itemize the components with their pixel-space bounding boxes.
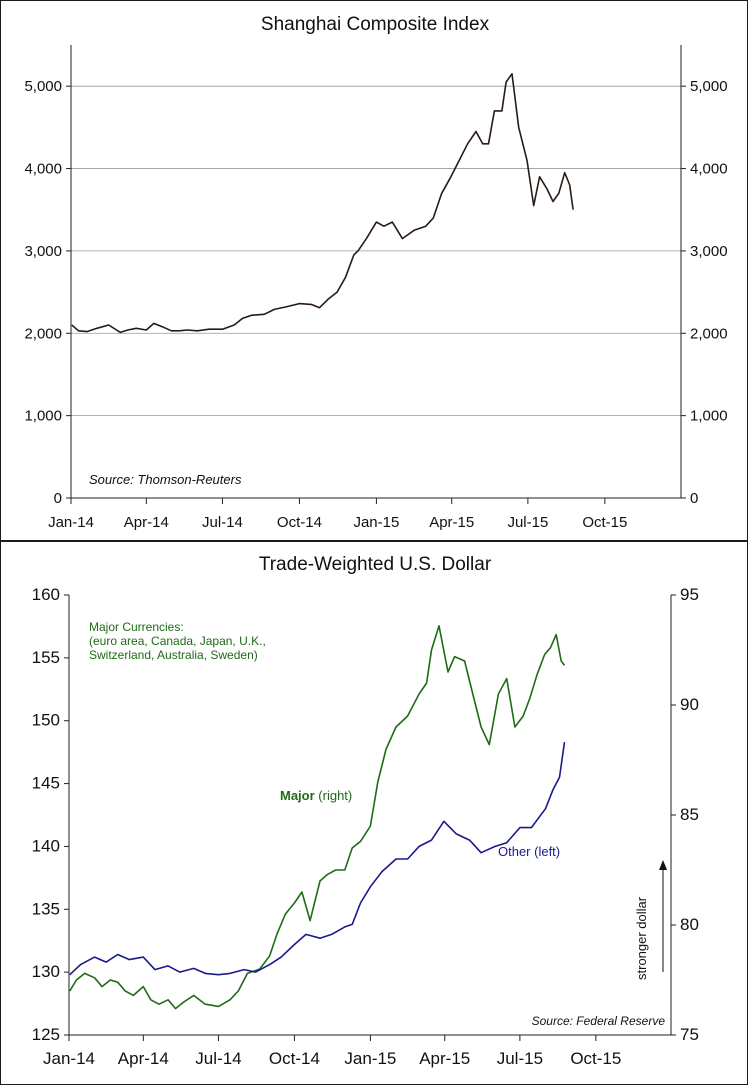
x-tick-label: Apr-14 — [118, 1049, 169, 1068]
y-tick-label: 145 — [32, 774, 60, 793]
x-tick-label: Jan-15 — [344, 1049, 396, 1068]
series-line-1 — [69, 741, 566, 976]
y-tick-label: 5,000 — [24, 78, 62, 95]
stronger-dollar-label: stronger dollar — [634, 896, 649, 980]
x-tick-label: Apr-14 — [124, 514, 169, 531]
y-right-tick-label: 1,000 — [690, 408, 728, 425]
note-line: (euro area, Canada, Japan, U.K., — [89, 634, 266, 648]
shanghai-chart-panel: Shanghai Composite Index 0 1,000 2,000 3,00… — [0, 0, 748, 541]
dollar-chart-panel: Trade-Weighted U.S. Dollar 125 130 135 140 1… — [0, 541, 748, 1085]
x-tick-label: Oct-14 — [269, 1049, 320, 1068]
y-tick-label: 0 — [54, 490, 62, 507]
series-line-0 — [69, 625, 566, 1010]
chart-title: Shanghai Composite Index — [261, 14, 490, 35]
source-note: Source: Thomson-Reuters — [89, 472, 242, 487]
y-tick-label: 3,000 — [24, 243, 62, 260]
y-tick-label: 140 — [32, 836, 60, 855]
y-tick-label: 2,000 — [24, 325, 62, 342]
y-right-tick-label: 0 — [690, 490, 698, 507]
series-line-0 — [71, 73, 574, 334]
x-tick-label: Apr-15 — [429, 514, 474, 531]
y-right-tick-label: 3,000 — [690, 243, 728, 260]
y-right-tick-label: 5,000 — [690, 78, 728, 95]
major-currencies-note: Major Currencies: (euro area, Canada, Jap… — [89, 620, 266, 662]
dollar-chart: Trade-Weighted U.S. Dollar 125 130 135 140 1… — [32, 554, 699, 1068]
other-series-label: Other (left) — [498, 844, 560, 859]
x-tick-label: Oct-15 — [570, 1049, 621, 1068]
x-tick-label: Jan-14 — [48, 514, 94, 531]
y-right-tick-label: 4,000 — [690, 161, 728, 178]
major-label-bold: Major — [280, 788, 315, 803]
x-tick-label: Oct-15 — [582, 514, 627, 531]
x-tick-label: Jan-14 — [43, 1049, 95, 1068]
y-tick-label: 150 — [32, 711, 60, 730]
x-tick-label: Apr-15 — [419, 1049, 470, 1068]
y-right-tick-label: 90 — [680, 695, 699, 714]
x-tick-label: Jul-14 — [202, 514, 243, 531]
y-right-tick-label: 80 — [680, 915, 699, 934]
chart-title: Trade-Weighted U.S. Dollar — [259, 554, 492, 575]
x-tick-label: Jul-15 — [497, 1049, 543, 1068]
y-tick-label: 160 — [32, 585, 60, 604]
x-tick-label: Jul-14 — [195, 1049, 241, 1068]
note-line: Major Currencies: — [89, 620, 184, 634]
y-tick-label: 125 — [32, 1025, 60, 1044]
y-right-tick-label: 85 — [680, 805, 699, 824]
y-tick-label: 130 — [32, 962, 60, 981]
source-note: Source: Federal Reserve — [532, 1014, 666, 1028]
y-right-tick-label: 75 — [680, 1025, 699, 1044]
major-label-rest: (right) — [318, 788, 352, 803]
y-tick-label: 1,000 — [24, 408, 62, 425]
x-tick-label: Oct-14 — [277, 514, 322, 531]
arrow-head-icon — [659, 860, 667, 870]
x-tick-label: Jul-15 — [507, 514, 548, 531]
x-tick-label: Jan-15 — [353, 514, 399, 531]
y-right-tick-label: 2,000 — [690, 325, 728, 342]
y-right-tick-label: 95 — [680, 585, 699, 604]
y-tick-label: 155 — [32, 648, 60, 667]
shanghai-chart: Shanghai Composite Index 0 1,000 2,000 3,00… — [24, 14, 728, 531]
note-line: Switzerland, Australia, Sweden) — [89, 648, 258, 662]
y-tick-label: 135 — [32, 899, 60, 918]
major-series-label: Major (right) — [280, 788, 352, 803]
y-tick-label: 4,000 — [24, 161, 62, 178]
